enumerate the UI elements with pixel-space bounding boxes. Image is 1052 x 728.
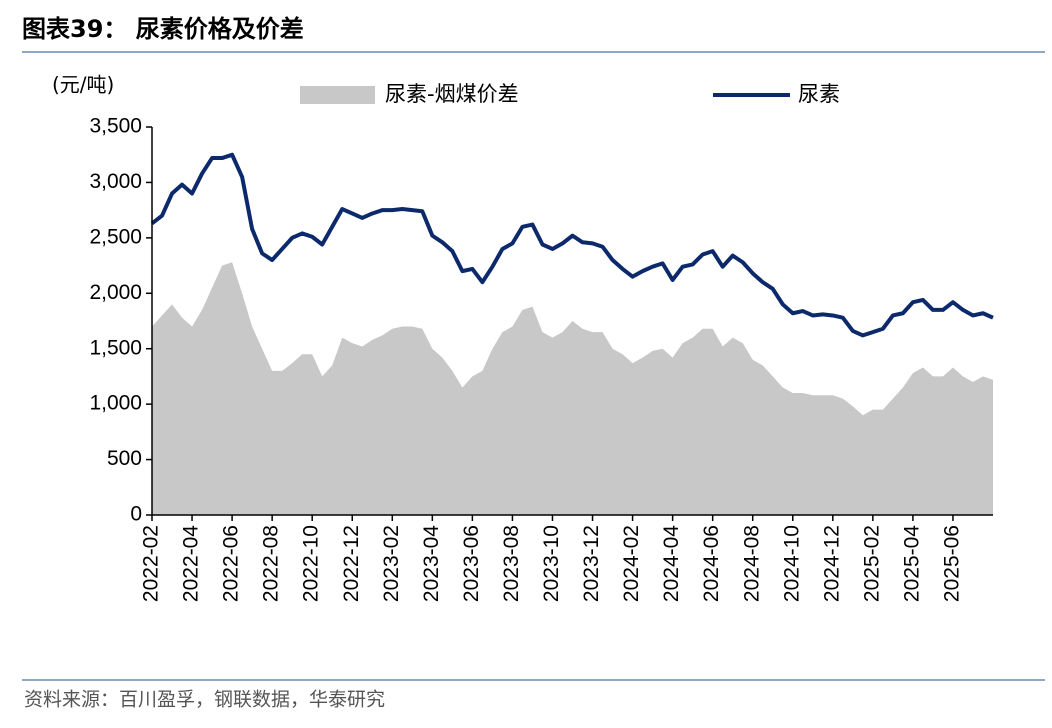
x-tick-label: 2023-02 xyxy=(380,525,403,602)
y-tick-label: 3,500 xyxy=(89,115,142,138)
unit-label: (元/吨) xyxy=(52,73,114,97)
x-tick-label: 2024-04 xyxy=(660,525,683,602)
x-tick-label: 2023-04 xyxy=(420,525,443,602)
line xyxy=(150,152,994,338)
x-tick-label: 2023-06 xyxy=(460,525,483,602)
legend-label: 尿素-烟煤价差 xyxy=(385,82,519,106)
x-tick-label: 2022-08 xyxy=(260,525,283,602)
x-tick-label: 2022-10 xyxy=(300,525,323,602)
y-tick-label: 3,000 xyxy=(89,170,142,193)
legend-swatch xyxy=(300,86,375,104)
x-tick-label: 2023-08 xyxy=(500,525,523,602)
x-tick-label: 2025-06 xyxy=(940,525,963,602)
y-tick-label: 500 xyxy=(107,447,142,470)
x-tick-label: 2024-06 xyxy=(700,525,723,602)
x-tick-label: 2024-02 xyxy=(620,525,643,602)
chart-title: 图表39： 尿素价格及价差 xyxy=(22,15,304,43)
x-tick-label: 2024-10 xyxy=(780,525,803,602)
y-tick-label: 1,500 xyxy=(89,336,142,359)
area xyxy=(152,262,993,515)
x-tick-label: 2024-08 xyxy=(740,525,763,602)
source: 资料来源：百川盈孚，钢联数据，华泰研究 xyxy=(24,689,385,711)
x-tick-label: 2022-04 xyxy=(180,525,203,602)
x-tick-label: 2023-10 xyxy=(540,525,563,602)
x-tick-label: 2023-12 xyxy=(580,525,603,602)
y-tick-label: 1,000 xyxy=(89,392,142,415)
y-tick-label: 2,500 xyxy=(89,225,142,248)
x-tick-label: 2025-04 xyxy=(900,525,923,602)
legend-label: 尿素 xyxy=(798,82,840,106)
y-tick-label: 0 xyxy=(130,503,142,526)
x-tick-label: 2022-02 xyxy=(140,525,163,602)
x-tick-label: 2024-12 xyxy=(820,525,843,602)
y-tick-label: 2,000 xyxy=(89,281,142,304)
x-tick-label: 2025-02 xyxy=(860,525,883,602)
x-tick-label: 2022-12 xyxy=(340,525,363,602)
x-tick-label: 2022-06 xyxy=(220,525,243,602)
